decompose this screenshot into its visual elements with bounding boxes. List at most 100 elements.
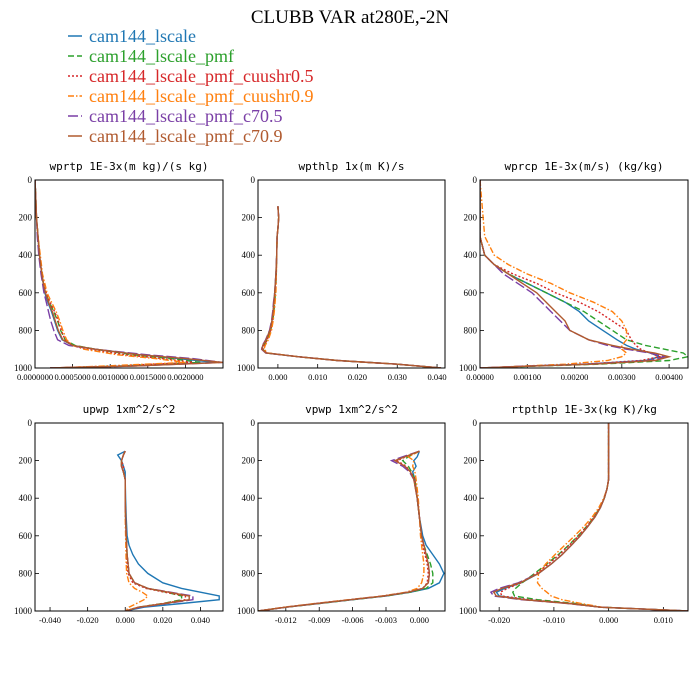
y-tick-label: 400 — [19, 250, 33, 260]
series-line — [262, 206, 442, 368]
plot-frame — [34, 179, 224, 369]
panel-title: wprtp 1E-3x(m kg)/(s kg) — [50, 160, 209, 173]
x-tick-label: 0.000 — [268, 372, 287, 382]
y-tick-label: 0 — [251, 175, 256, 185]
legend-item: cam144_lscale_pmf_cuushr0.9 — [68, 86, 313, 106]
y-tick-label: 400 — [464, 493, 478, 503]
legend-item: cam144_lscale — [68, 26, 196, 46]
legend-label: cam144_lscale_pmf_c70.9 — [89, 126, 282, 146]
series-line — [260, 206, 442, 368]
series-line — [258, 450, 445, 611]
panel-title: wpthlp 1x(m K)/s — [299, 160, 405, 173]
y-tick-label: 1000 — [14, 606, 33, 616]
x-tick-label: 0.00000 — [466, 372, 494, 382]
y-tick-label: 800 — [19, 568, 33, 578]
x-tick-label: 0.000 — [410, 615, 429, 625]
y-tick-label: 1000 — [14, 363, 33, 373]
x-tick-label: 0.020 — [348, 372, 367, 382]
series-line — [480, 180, 662, 368]
y-tick-label: 200 — [19, 213, 33, 223]
series-line — [511, 423, 688, 611]
y-tick-label: 0 — [473, 418, 478, 428]
y-tick-label: 0 — [473, 175, 478, 185]
series-line — [258, 450, 431, 611]
y-tick-label: 200 — [19, 456, 33, 466]
x-tick-label: 0.0005000 — [55, 372, 91, 382]
series-line — [258, 450, 431, 611]
x-tick-label: -0.012 — [275, 615, 297, 625]
y-tick-label: 1000 — [459, 606, 478, 616]
y-tick-label: 800 — [464, 325, 478, 335]
legend-label: cam144_lscale_pmf — [89, 46, 234, 66]
y-tick-label: 600 — [242, 531, 256, 541]
x-tick-label: -0.010 — [543, 615, 565, 625]
y-tick-label: 600 — [19, 531, 33, 541]
legend: cam144_lscalecam144_lscale_pmfcam144_lsc… — [68, 26, 313, 146]
y-tick-label: 400 — [242, 493, 256, 503]
x-tick-label: -0.003 — [375, 615, 397, 625]
panel-title: rtpthlp 1E-3x(kg K)/kg — [511, 403, 657, 416]
chart-panel: wpthlp 1x(m K)/s 0 200 400 600 800 1000 0.000 0.… — [237, 160, 447, 382]
x-tick-label: 0.00200 — [561, 372, 589, 382]
series-line — [261, 206, 442, 368]
y-tick-label: 1000 — [237, 363, 256, 373]
y-tick-label: 600 — [19, 288, 33, 298]
y-tick-label: 200 — [464, 213, 478, 223]
series-line — [536, 423, 688, 611]
chart-panel: vpwp 1xm^2/s^2 0 200 400 600 800 1000 -0.012 -0.… — [237, 403, 446, 625]
y-tick-label: 800 — [242, 325, 256, 335]
y-tick-label: 1000 — [459, 363, 478, 373]
x-tick-label: 0.030 — [388, 372, 407, 382]
series-line — [261, 206, 442, 368]
y-tick-label: 600 — [464, 288, 478, 298]
y-tick-label: 0 — [251, 418, 256, 428]
y-tick-label: 400 — [242, 250, 256, 260]
y-tick-label: 0 — [28, 418, 33, 428]
series-line — [258, 450, 425, 611]
chart-panel: upwp 1xm^2/s^2 0 200 400 600 800 1000 -0.040 -0.… — [14, 403, 224, 625]
chart-panel: wprcp 1E-3x(m/s) (kg/kg) 0 200 400 600 800 100… — [459, 160, 689, 382]
series-line — [258, 450, 430, 611]
legend-label: cam144_lscale_pmf_cuushr0.5 — [89, 66, 313, 86]
y-tick-label: 200 — [464, 456, 478, 466]
series-line — [480, 180, 672, 368]
plot-frame — [257, 422, 446, 612]
series-line — [35, 180, 223, 368]
series-line — [263, 206, 442, 368]
series-line — [258, 450, 434, 611]
y-tick-label: 200 — [242, 213, 256, 223]
series-line — [492, 423, 688, 611]
plot-frame — [479, 422, 689, 612]
x-tick-label: 0.00400 — [655, 372, 683, 382]
panel-title: wprcp 1E-3x(m/s) (kg/kg) — [505, 160, 664, 173]
legend-label: cam144_lscale — [89, 26, 196, 46]
y-tick-label: 0 — [28, 175, 33, 185]
series-line — [262, 206, 442, 368]
series-line — [120, 450, 183, 611]
y-tick-label: 800 — [464, 568, 478, 578]
legend-label: cam144_lscale_pmf_cuushr0.9 — [89, 86, 313, 106]
x-tick-label: 0.00100 — [513, 372, 541, 382]
series-line — [480, 180, 688, 368]
x-tick-label: 0.00300 — [608, 372, 636, 382]
x-tick-label: -0.040 — [39, 615, 61, 625]
x-tick-label: 0.0000000 — [17, 372, 53, 382]
x-tick-label: -0.020 — [488, 615, 510, 625]
x-tick-label: 0.0015000 — [130, 372, 166, 382]
y-tick-label: 200 — [242, 456, 256, 466]
series-line — [480, 180, 663, 368]
y-tick-label: 800 — [19, 325, 33, 335]
x-tick-label: 0.040 — [427, 372, 446, 382]
y-tick-label: 800 — [242, 568, 256, 578]
x-tick-label: 0.010 — [654, 615, 673, 625]
legend-item: cam144_lscale_pmf — [68, 46, 234, 66]
series-line — [480, 180, 628, 368]
legend-item: cam144_lscale_pmf_cuushr0.5 — [68, 66, 313, 86]
series-line — [120, 450, 190, 611]
plot-frame — [479, 179, 689, 369]
plot-frame — [34, 422, 224, 612]
legend-item: cam144_lscale_pmf_c70.9 — [68, 126, 282, 146]
series-line — [120, 450, 194, 611]
x-tick-label: 0.0020000 — [167, 372, 203, 382]
